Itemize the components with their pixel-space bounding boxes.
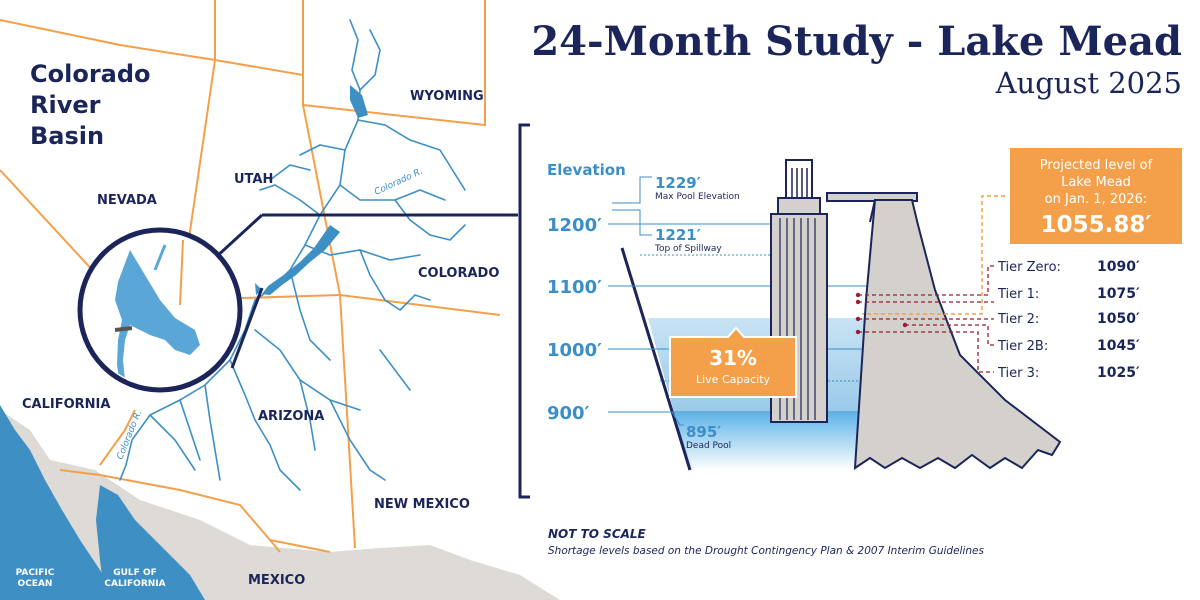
- lens-connector-lower: [230, 287, 264, 369]
- lens-connector-upper: [213, 213, 264, 260]
- gulf-label-1: GULF OF: [113, 568, 157, 578]
- dam-body: [853, 199, 1062, 470]
- magnifier-ring: [77, 227, 243, 393]
- pacific-label-2: OCEAN: [18, 579, 53, 589]
- tier-1-value: 1075′: [1097, 286, 1140, 302]
- tier-zero-name: Tier Zero:: [997, 260, 1061, 275]
- tier-3-name: Tier 3:: [997, 366, 1039, 381]
- lake-powell: [262, 225, 340, 295]
- gulf-of-california: [96, 485, 205, 600]
- intake-tower: [770, 159, 828, 423]
- state-label-nevada: NEVADA: [97, 193, 157, 208]
- capacity-label: Live Capacity: [696, 373, 771, 386]
- state-label-utah: UTAH: [234, 172, 273, 187]
- elevation-tick-1200: 1200′: [547, 215, 602, 236]
- tier-3-leader: [858, 331, 994, 373]
- footnote-text: Shortage levels based on the Drought Con…: [548, 545, 985, 557]
- dead-pool-label: Dead Pool: [686, 441, 731, 451]
- elevation-axis-title: Elevation: [547, 161, 626, 179]
- projection-value: 1055.88′: [1041, 212, 1152, 238]
- state-label-california: CALIFORNIA: [22, 397, 110, 412]
- dead-pool-value: 895′: [686, 423, 721, 441]
- tier-zero-leader: [858, 265, 994, 296]
- tier-1-name: Tier 1:: [997, 287, 1039, 302]
- tier-2-name: Tier 2:: [997, 312, 1039, 327]
- canyon-wall: [620, 247, 692, 471]
- state-label-wyoming: WYOMING: [410, 89, 484, 104]
- map-heading-line-1: Colorado: [30, 60, 151, 88]
- map-heading-line-3: Basin: [30, 122, 104, 150]
- page-title: 24-Month Study - Lake Mead: [531, 18, 1182, 65]
- flaming-gorge: [350, 85, 368, 118]
- country-label-mexico: MEXICO: [248, 573, 305, 588]
- lake-mead-small: [255, 283, 262, 295]
- basin-map: Colorado River Basin NEVADA UTAH WYOMING…: [0, 0, 560, 600]
- elevation-tick-1100: 1100′: [547, 277, 602, 298]
- projection-callout: Projected level of Lake Mead on Jan. 1, …: [1010, 148, 1182, 244]
- projection-line-1: Projected level of: [1040, 158, 1153, 173]
- river-label-upper: Colorado R.: [373, 167, 425, 198]
- dead-pool-pointer: [671, 411, 684, 426]
- tower-bridge: [826, 192, 918, 202]
- gulf-label-2: CALIFORNIA: [104, 579, 165, 589]
- tier-2b-name: Tier 2B:: [997, 339, 1048, 354]
- footnote-heading: NOT TO SCALE: [548, 527, 647, 541]
- capacity-callout: 31% Live Capacity: [669, 326, 797, 398]
- tier-2b-value: 1045′: [1097, 338, 1140, 354]
- lake-mead-detail: [115, 250, 200, 385]
- max-pool-value: 1229′: [655, 174, 701, 192]
- state-label-colorado: COLORADO: [418, 266, 499, 281]
- pacific-ocean: [0, 405, 118, 600]
- tier-2-value: 1050′: [1097, 311, 1140, 327]
- max-pool-pointer: [612, 176, 652, 204]
- tier-2b-leader: [905, 324, 994, 346]
- page-subtitle: August 2025: [995, 66, 1182, 100]
- elevation-tick-1000: 1000′: [547, 340, 602, 361]
- dam-diagram: Elevation 1200′ 1100′ 1000′ 900′ 1229′ M…: [518, 123, 1182, 499]
- tier-3-value: 1025′: [1097, 365, 1140, 381]
- spillway-value: 1221′: [655, 226, 701, 244]
- spillway-pointer: [612, 209, 652, 236]
- diagram-bracket: [518, 123, 530, 499]
- capacity-value: 31%: [709, 346, 757, 370]
- pacific-label-1: PACIFIC: [16, 568, 55, 578]
- dead-pool-water: [674, 413, 860, 470]
- max-pool-label: Max Pool Elevation: [655, 192, 740, 202]
- state-label-arizona: ARIZONA: [258, 409, 324, 424]
- elevation-tick-900: 900′: [547, 403, 590, 424]
- spillway-label: Top of Spillway: [654, 244, 722, 254]
- state-label-new-mexico: NEW MEXICO: [374, 497, 470, 512]
- projection-line-3: on Jan. 1, 2026:: [1045, 192, 1148, 207]
- tier-zero-value: 1090′: [1097, 259, 1140, 275]
- hoover-dam-mark: [114, 326, 133, 332]
- projection-line-2: Lake Mead: [1061, 175, 1131, 190]
- river-label-lower: Colorado R.: [116, 409, 145, 461]
- map-heading-line-2: River: [30, 91, 101, 119]
